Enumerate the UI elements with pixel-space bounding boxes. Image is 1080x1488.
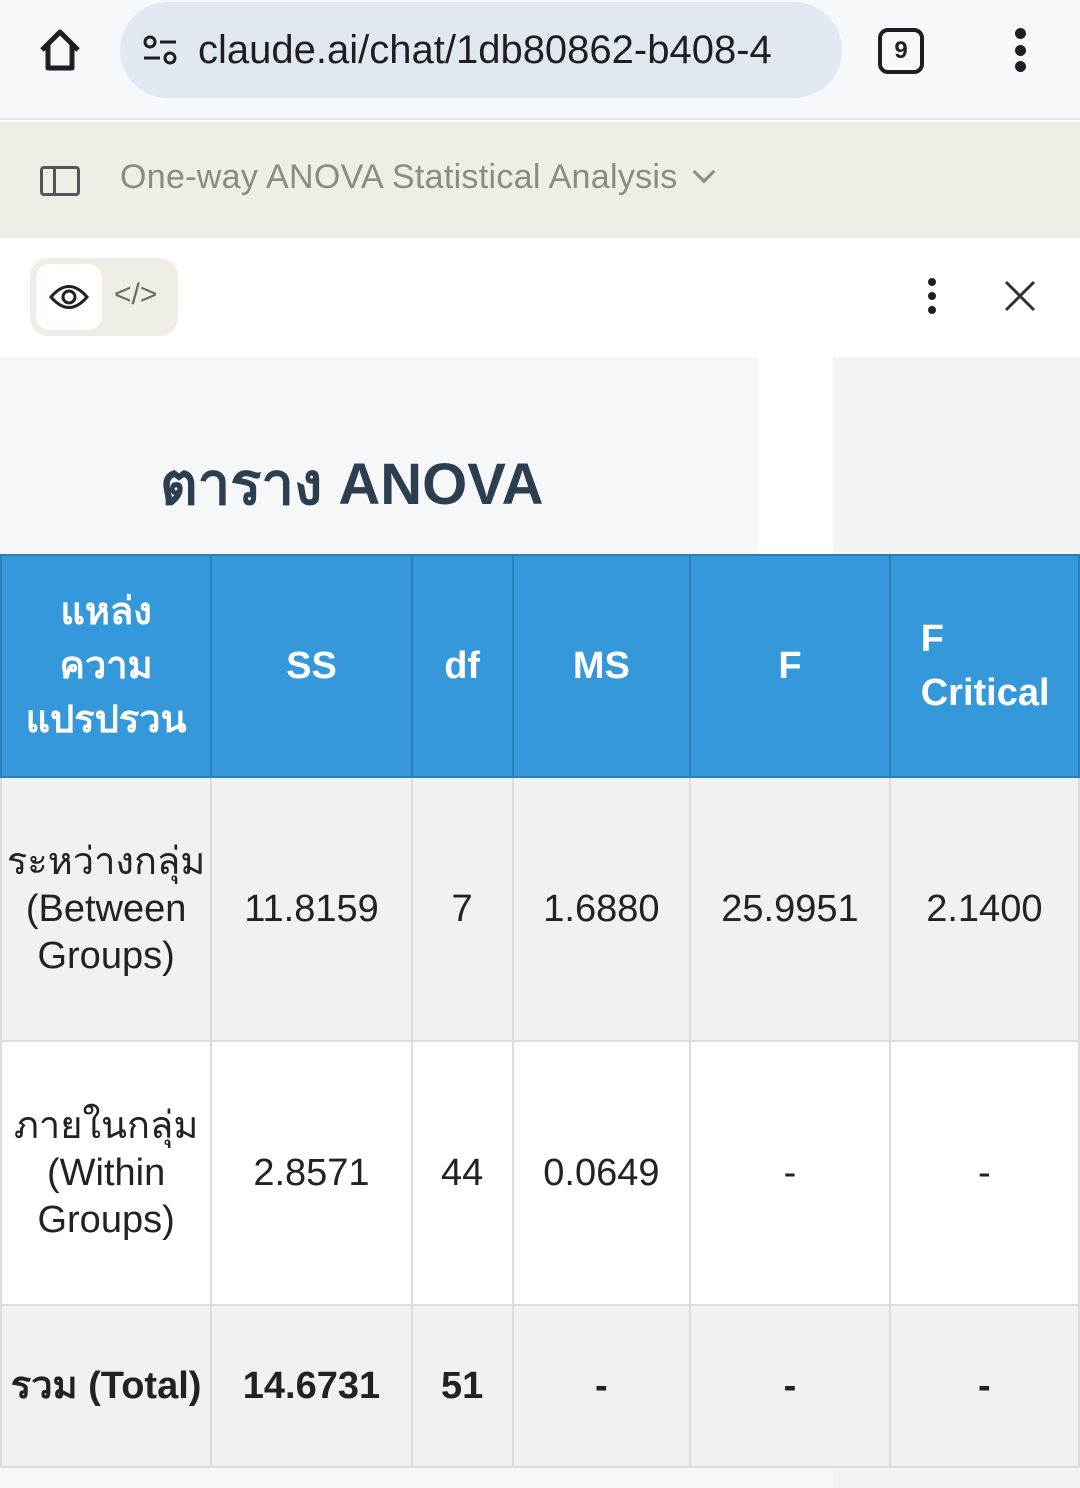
chat-header: One-way ANOVA Statistical Analysis xyxy=(0,122,1080,238)
f-cell: 25.9951 xyxy=(689,776,891,1042)
preview-button[interactable] xyxy=(36,264,102,330)
artifact-toolbar: </> xyxy=(0,238,1080,357)
df-cell: 51 xyxy=(410,1304,514,1468)
header-df: df xyxy=(410,554,514,778)
source-cell: รวม (Total) xyxy=(0,1304,213,1468)
footer-panel xyxy=(0,1469,833,1488)
tab-switcher-button[interactable]: 9 xyxy=(878,28,924,74)
f-cell: - xyxy=(689,1304,891,1468)
chevron-down-icon xyxy=(692,160,715,184)
url-text[interactable]: claude.ai/chat/1db80862-b408-4 xyxy=(198,27,772,72)
browser-toolbar: claude.ai/chat/1db80862-b408-4 9 xyxy=(0,0,1080,120)
table-header-row: แหล่งความแปรปรวน SS df MS F F Critical xyxy=(0,554,1080,778)
header-ms: MS xyxy=(511,554,692,778)
heading-panel: ตาราง ANOVA xyxy=(0,357,758,555)
header-f-critical: F Critical xyxy=(888,554,1080,778)
view-toggle: </> xyxy=(30,258,178,336)
artifact-preview: ตาราง ANOVA แหล่งความแปรปรวน SS df MS F … xyxy=(0,357,1080,1488)
f-critical-cell: 2.1400 xyxy=(888,776,1080,1042)
table-row: ระหว่างกลุ่ม (Between Groups) 11.8159 7 … xyxy=(0,776,1080,1042)
ss-cell: 14.6731 xyxy=(210,1304,413,1468)
source-cell: ระหว่างกลุ่ม (Between Groups) xyxy=(0,776,213,1042)
ss-cell: 2.8571 xyxy=(210,1040,413,1306)
anova-table: แหล่งความแปรปรวน SS df MS F F Critical ร… xyxy=(0,554,1080,1468)
sidebar-toggle-icon[interactable] xyxy=(40,166,80,196)
f-cell: - xyxy=(689,1040,891,1306)
ms-cell: - xyxy=(511,1304,692,1468)
eye-icon xyxy=(49,285,89,309)
home-icon[interactable] xyxy=(36,26,84,74)
site-settings-icon[interactable] xyxy=(140,30,180,70)
browser-menu-icon[interactable] xyxy=(1012,28,1028,72)
footer-side-panel xyxy=(833,1469,1080,1488)
ms-cell: 1.6880 xyxy=(511,776,692,1042)
df-cell: 7 xyxy=(410,776,514,1042)
table-row-total: รวม (Total) 14.6731 51 - - - xyxy=(0,1304,1080,1468)
ss-cell: 11.8159 xyxy=(210,776,413,1042)
df-cell: 44 xyxy=(410,1040,514,1306)
address-bar[interactable]: claude.ai/chat/1db80862-b408-4 xyxy=(120,2,842,98)
more-options-icon[interactable] xyxy=(925,278,939,314)
close-icon[interactable] xyxy=(1000,276,1040,316)
f-critical-cell: - xyxy=(888,1304,1080,1468)
header-ss: SS xyxy=(210,554,413,778)
header-f: F xyxy=(689,554,891,778)
page-title: ตาราง ANOVA xyxy=(160,452,544,517)
chat-title: One-way ANOVA Statistical Analysis xyxy=(120,158,678,196)
f-critical-cell: - xyxy=(888,1040,1080,1306)
chat-title-button[interactable]: One-way ANOVA Statistical Analysis xyxy=(120,158,715,197)
side-panel xyxy=(833,357,1080,555)
ms-cell: 0.0649 xyxy=(511,1040,692,1306)
table-row: ภายในกลุ่ม (Within Groups) 2.8571 44 0.0… xyxy=(0,1040,1080,1306)
code-button[interactable]: </> xyxy=(114,278,158,311)
source-cell: ภายในกลุ่ม (Within Groups) xyxy=(0,1040,213,1306)
header-source: แหล่งความแปรปรวน xyxy=(0,554,213,778)
